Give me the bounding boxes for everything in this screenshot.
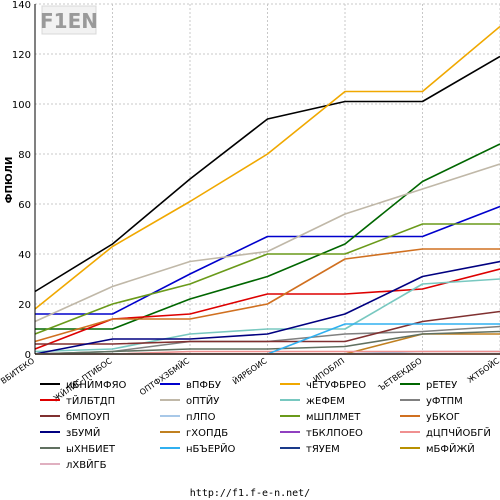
legend-label: мБФЙЖЙ bbox=[426, 442, 475, 455]
y-tick-label: 140 bbox=[12, 0, 31, 11]
series-line bbox=[35, 143, 500, 330]
series-line bbox=[34, 55, 500, 293]
legend-label: рЕТЕУ bbox=[426, 380, 457, 391]
legend-label: пЛПО bbox=[186, 412, 216, 423]
series-line bbox=[34, 278, 500, 353]
y-tick-label: 80 bbox=[18, 150, 31, 161]
series-line bbox=[35, 310, 500, 345]
y-tick-label: 100 bbox=[12, 100, 31, 111]
watermark-logo: F1EN bbox=[40, 5, 98, 35]
watermark-background bbox=[41, 5, 97, 35]
legend-label: нБЪЕРЙО bbox=[186, 442, 236, 455]
legend-label: тЯУЕМ bbox=[306, 444, 340, 455]
y-tick-label: 40 bbox=[18, 250, 31, 261]
legend-label: уФТПМ bbox=[426, 396, 463, 407]
legend-label: ыХНБИЕТ bbox=[66, 444, 116, 455]
footer-url: http://f1.f-e-n.net/ bbox=[190, 488, 310, 499]
legend-label: тБКЛПОЕО bbox=[306, 428, 363, 439]
legend-label: мШПЛМЕТ bbox=[306, 412, 361, 423]
series-line bbox=[34, 260, 500, 355]
legend-label: гХОПДБ bbox=[186, 428, 228, 439]
y-axis-label: ФПЮЛИ bbox=[4, 157, 15, 204]
series-line bbox=[35, 205, 500, 315]
series-line bbox=[34, 163, 500, 323]
legend: иБНЙМФЯО вПФБУ чЕТУФБРЕО рЕТЕУ тЙЛБТДП оПТЙУ ж… bbox=[40, 378, 491, 471]
legend-label: оПТЙУ bbox=[186, 394, 219, 407]
legend-label: иБНЙМФЯО bbox=[66, 378, 127, 391]
legend-label: бМПОУП bbox=[66, 412, 110, 423]
series-line bbox=[34, 248, 500, 343]
watermark-text: F1EN bbox=[40, 9, 98, 33]
legend-label: уБКОГ bbox=[426, 412, 460, 423]
legend-label: вПФБУ bbox=[186, 380, 221, 391]
legend-label: зБУМЙ bbox=[66, 426, 100, 439]
legend-label: чЕТУФБРЕО bbox=[306, 380, 366, 391]
y-tick-label: 0 bbox=[25, 350, 31, 361]
y-tick-label: 20 bbox=[18, 300, 31, 311]
series-line bbox=[34, 223, 500, 335]
legend-label: жЕФЕМ bbox=[306, 396, 345, 407]
legend-label: лХВЙГБ bbox=[66, 458, 107, 471]
legend-label: тЙЛБТДП bbox=[66, 394, 115, 407]
y-tick-label: 60 bbox=[18, 200, 31, 211]
series-line bbox=[34, 25, 500, 310]
series-line bbox=[34, 330, 500, 355]
y-tick-label: 120 bbox=[12, 50, 31, 61]
legend-label: дЦПЧЙОБГЙ bbox=[426, 426, 491, 439]
